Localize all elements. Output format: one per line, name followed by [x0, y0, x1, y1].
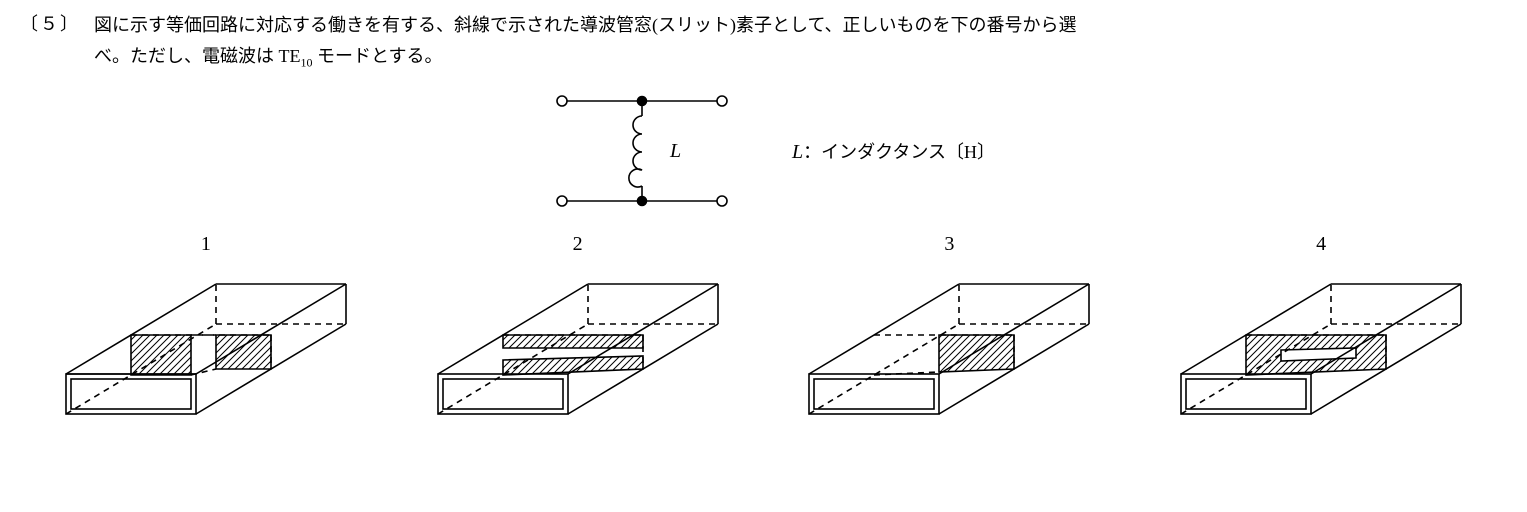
option-1: 1 — [46, 233, 366, 424]
option-4: 4 — [1161, 233, 1481, 424]
question-block: 〔５〕 図に示す等価回路に対応する働きを有する、斜線で示された導波管窓(スリット… — [20, 10, 1507, 73]
option-3-label: 3 — [944, 233, 954, 256]
legend-symbol: L — [792, 141, 803, 163]
question-text: 図に示す等価回路に対応する働きを有する、斜線で示された導波管窓(スリット)素子と… — [94, 10, 1077, 73]
question-sub: 10 — [301, 55, 313, 69]
svg-text:L: L — [669, 140, 681, 162]
equivalent-circuit-diagram: L — [532, 81, 752, 221]
waveguide-option-2 — [418, 264, 738, 424]
options-row: 1 — [20, 233, 1507, 424]
legend-text: ：インダクタンス〔H〕 — [803, 142, 995, 162]
waveguide-option-1 — [46, 264, 366, 424]
question-line2b: モードとする。 — [313, 46, 443, 66]
question-number: 〔５〕 — [20, 10, 80, 36]
option-2-label: 2 — [573, 233, 583, 256]
option-2: 2 — [418, 233, 738, 424]
question-line1: 図に示す等価回路に対応する働きを有する、斜線で示された導波管窓(スリット)素子と… — [94, 15, 1077, 35]
equivalent-circuit-legend: L：インダクタンス〔H〕 — [792, 138, 995, 164]
waveguide-option-4 — [1161, 264, 1481, 424]
option-1-label: 1 — [201, 233, 211, 256]
waveguide-option-3 — [789, 264, 1109, 424]
question-line2a: べ。ただし、電磁波は TE — [94, 46, 301, 66]
equivalent-circuit-row: L L：インダクタンス〔H〕 — [20, 81, 1507, 221]
option-3: 3 — [789, 233, 1109, 424]
option-4-label: 4 — [1316, 233, 1326, 256]
